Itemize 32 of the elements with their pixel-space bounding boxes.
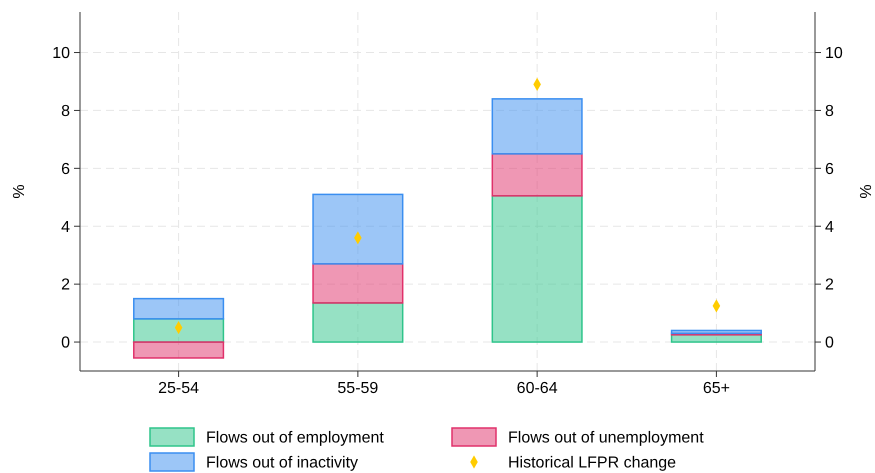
x-tick-label: 65+ [702, 380, 730, 397]
bar [492, 98, 583, 155]
bar [670, 330, 762, 334]
y-tick-label: 4 [61, 218, 70, 236]
y-tick-label: 0 [61, 334, 70, 352]
legend-label: Historical LFPR change [508, 454, 676, 472]
y2-axis-title: % [856, 184, 873, 199]
bar [312, 194, 404, 265]
y-tick-label: 6 [61, 160, 70, 178]
y2-tick-label: 4 [825, 218, 834, 236]
y2-tick-label: 6 [825, 160, 834, 178]
legend-label: Flows out of inactivity [206, 454, 358, 472]
y2-tick-label: 8 [825, 103, 834, 120]
y-axis-title: % [11, 184, 28, 199]
y2-tick-label: 0 [825, 334, 834, 352]
y-tick-label: 10 [52, 45, 70, 62]
bar [133, 318, 224, 343]
bar [133, 298, 224, 320]
bar [492, 153, 583, 197]
bar [312, 302, 404, 343]
x-tick-label: 25-54 [158, 380, 200, 397]
x-tick-label: 60-64 [516, 380, 558, 397]
x-tick-label: 55-59 [337, 380, 378, 397]
bar [492, 195, 583, 343]
legend-label: Flows out of employment [206, 430, 384, 447]
y-tick-label: 2 [61, 276, 70, 294]
bar [133, 341, 224, 359]
legend-label: Flows out of unemployment [508, 430, 704, 447]
y-tick-label: 8 [61, 103, 70, 120]
bar [312, 263, 404, 304]
y2-tick-label: 10 [825, 45, 843, 62]
y2-tick-label: 2 [825, 276, 834, 294]
